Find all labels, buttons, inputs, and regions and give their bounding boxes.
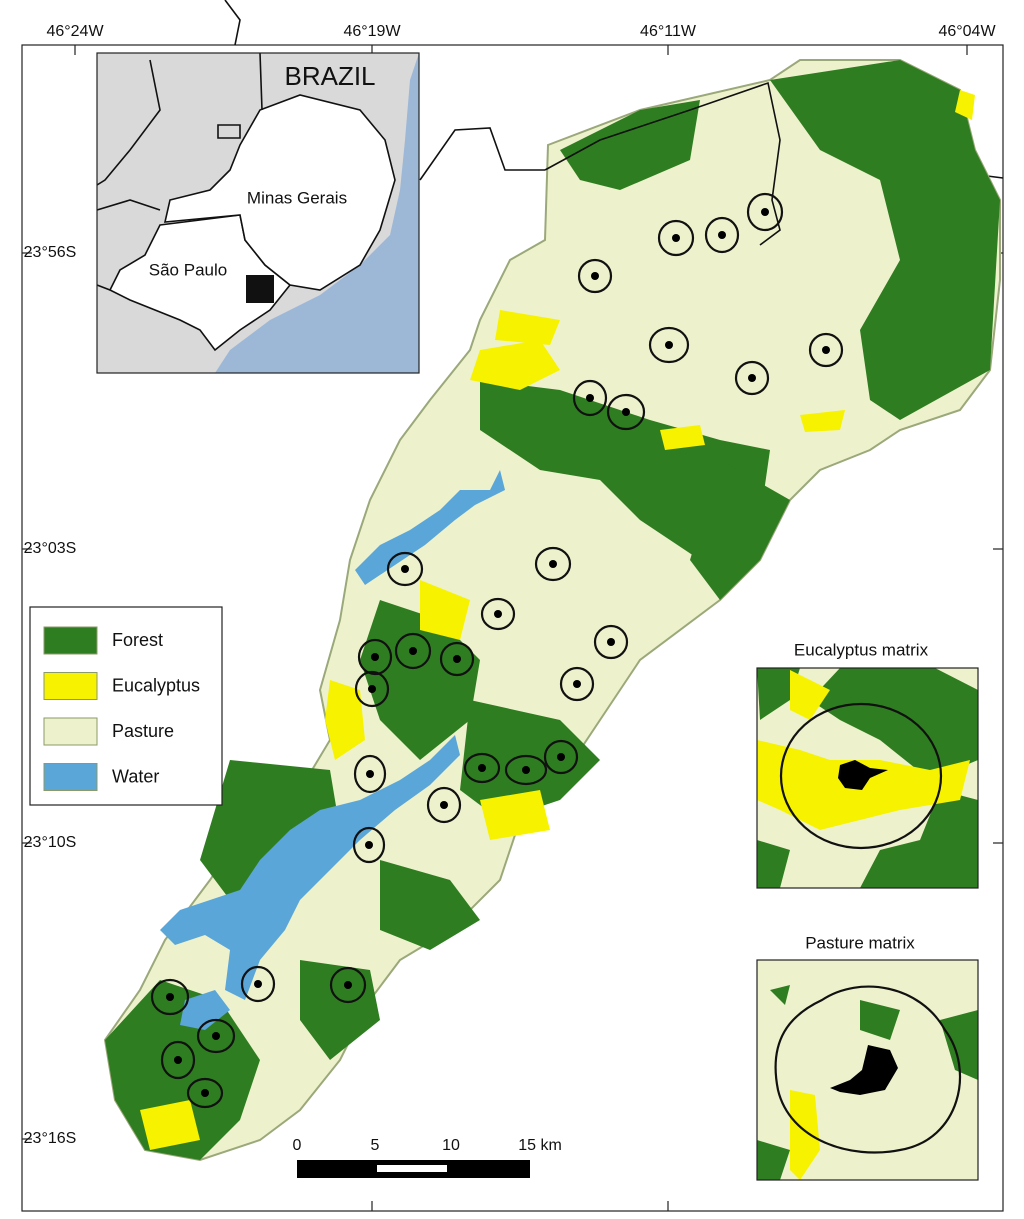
- minas-gerais-state: [163, 94, 396, 291]
- study-area-marker: [246, 275, 274, 303]
- eucalyptus-patch: [757, 670, 970, 830]
- latitude-label: 23°56S: [24, 244, 77, 261]
- longitude-label: 46°19W: [343, 23, 401, 40]
- scale-label: 15 km: [518, 1137, 562, 1154]
- scale-bar-segment: [377, 1165, 447, 1172]
- longitude-label: 46°24W: [46, 23, 104, 40]
- eucalyptus-matrix-panel: Eucalyptus matrix: [756, 640, 979, 889]
- scale-label: 0: [293, 1137, 302, 1154]
- pasture-matrix-panel: Pasture matrix: [756, 933, 979, 1181]
- state-border: [96, 52, 263, 291]
- legend-swatch: [43, 672, 98, 700]
- legend-swatch: [43, 763, 98, 791]
- panel-title: Eucalyptus matrix: [794, 640, 929, 659]
- study-sites: [150, 192, 844, 1109]
- panel-title: Pasture matrix: [805, 933, 915, 952]
- brazil-inset: BRAZIL Minas Gerais São Paulo: [96, 52, 420, 374]
- eucalyptus-patch: [790, 1090, 820, 1180]
- eucalyptus-patches: [140, 90, 975, 1150]
- inset-frame: [96, 52, 420, 374]
- legend-swatch: [43, 626, 98, 655]
- forest-patch: [757, 985, 978, 1180]
- latitude-label: 23°16S: [24, 1130, 77, 1147]
- state-border: [544, 81, 781, 246]
- latitude-label: 23°10S: [24, 834, 77, 851]
- legend-swatch: [43, 717, 98, 746]
- study-area: [103, 59, 1001, 1162]
- forest-patch: [757, 668, 978, 888]
- scale-label: 5: [371, 1137, 380, 1154]
- panel-frame: [756, 959, 979, 1181]
- frame-ticks: [22, 45, 1003, 1211]
- map-frame: [21, 44, 1004, 1212]
- longitude-label: 46°04W: [938, 23, 996, 40]
- panel-frame: [756, 667, 979, 889]
- ocean: [215, 53, 419, 373]
- legend-label: Forest: [112, 630, 163, 650]
- scale-label: 10: [442, 1137, 460, 1154]
- legend-label: Water: [112, 766, 159, 786]
- longitude-label: 46°11W: [640, 23, 697, 40]
- legend-label: Eucalyptus: [112, 675, 200, 695]
- country-label: BRAZIL: [284, 61, 375, 91]
- legend: Forest Eucalyptus Pasture Water: [29, 606, 223, 806]
- state-label: São Paulo: [149, 260, 227, 279]
- scale-bar: 0 5 10 15 km: [293, 1137, 562, 1178]
- state-label: Minas Gerais: [247, 188, 347, 207]
- latitude-label: 23°03S: [24, 540, 77, 557]
- legend-label: Pasture: [112, 721, 174, 741]
